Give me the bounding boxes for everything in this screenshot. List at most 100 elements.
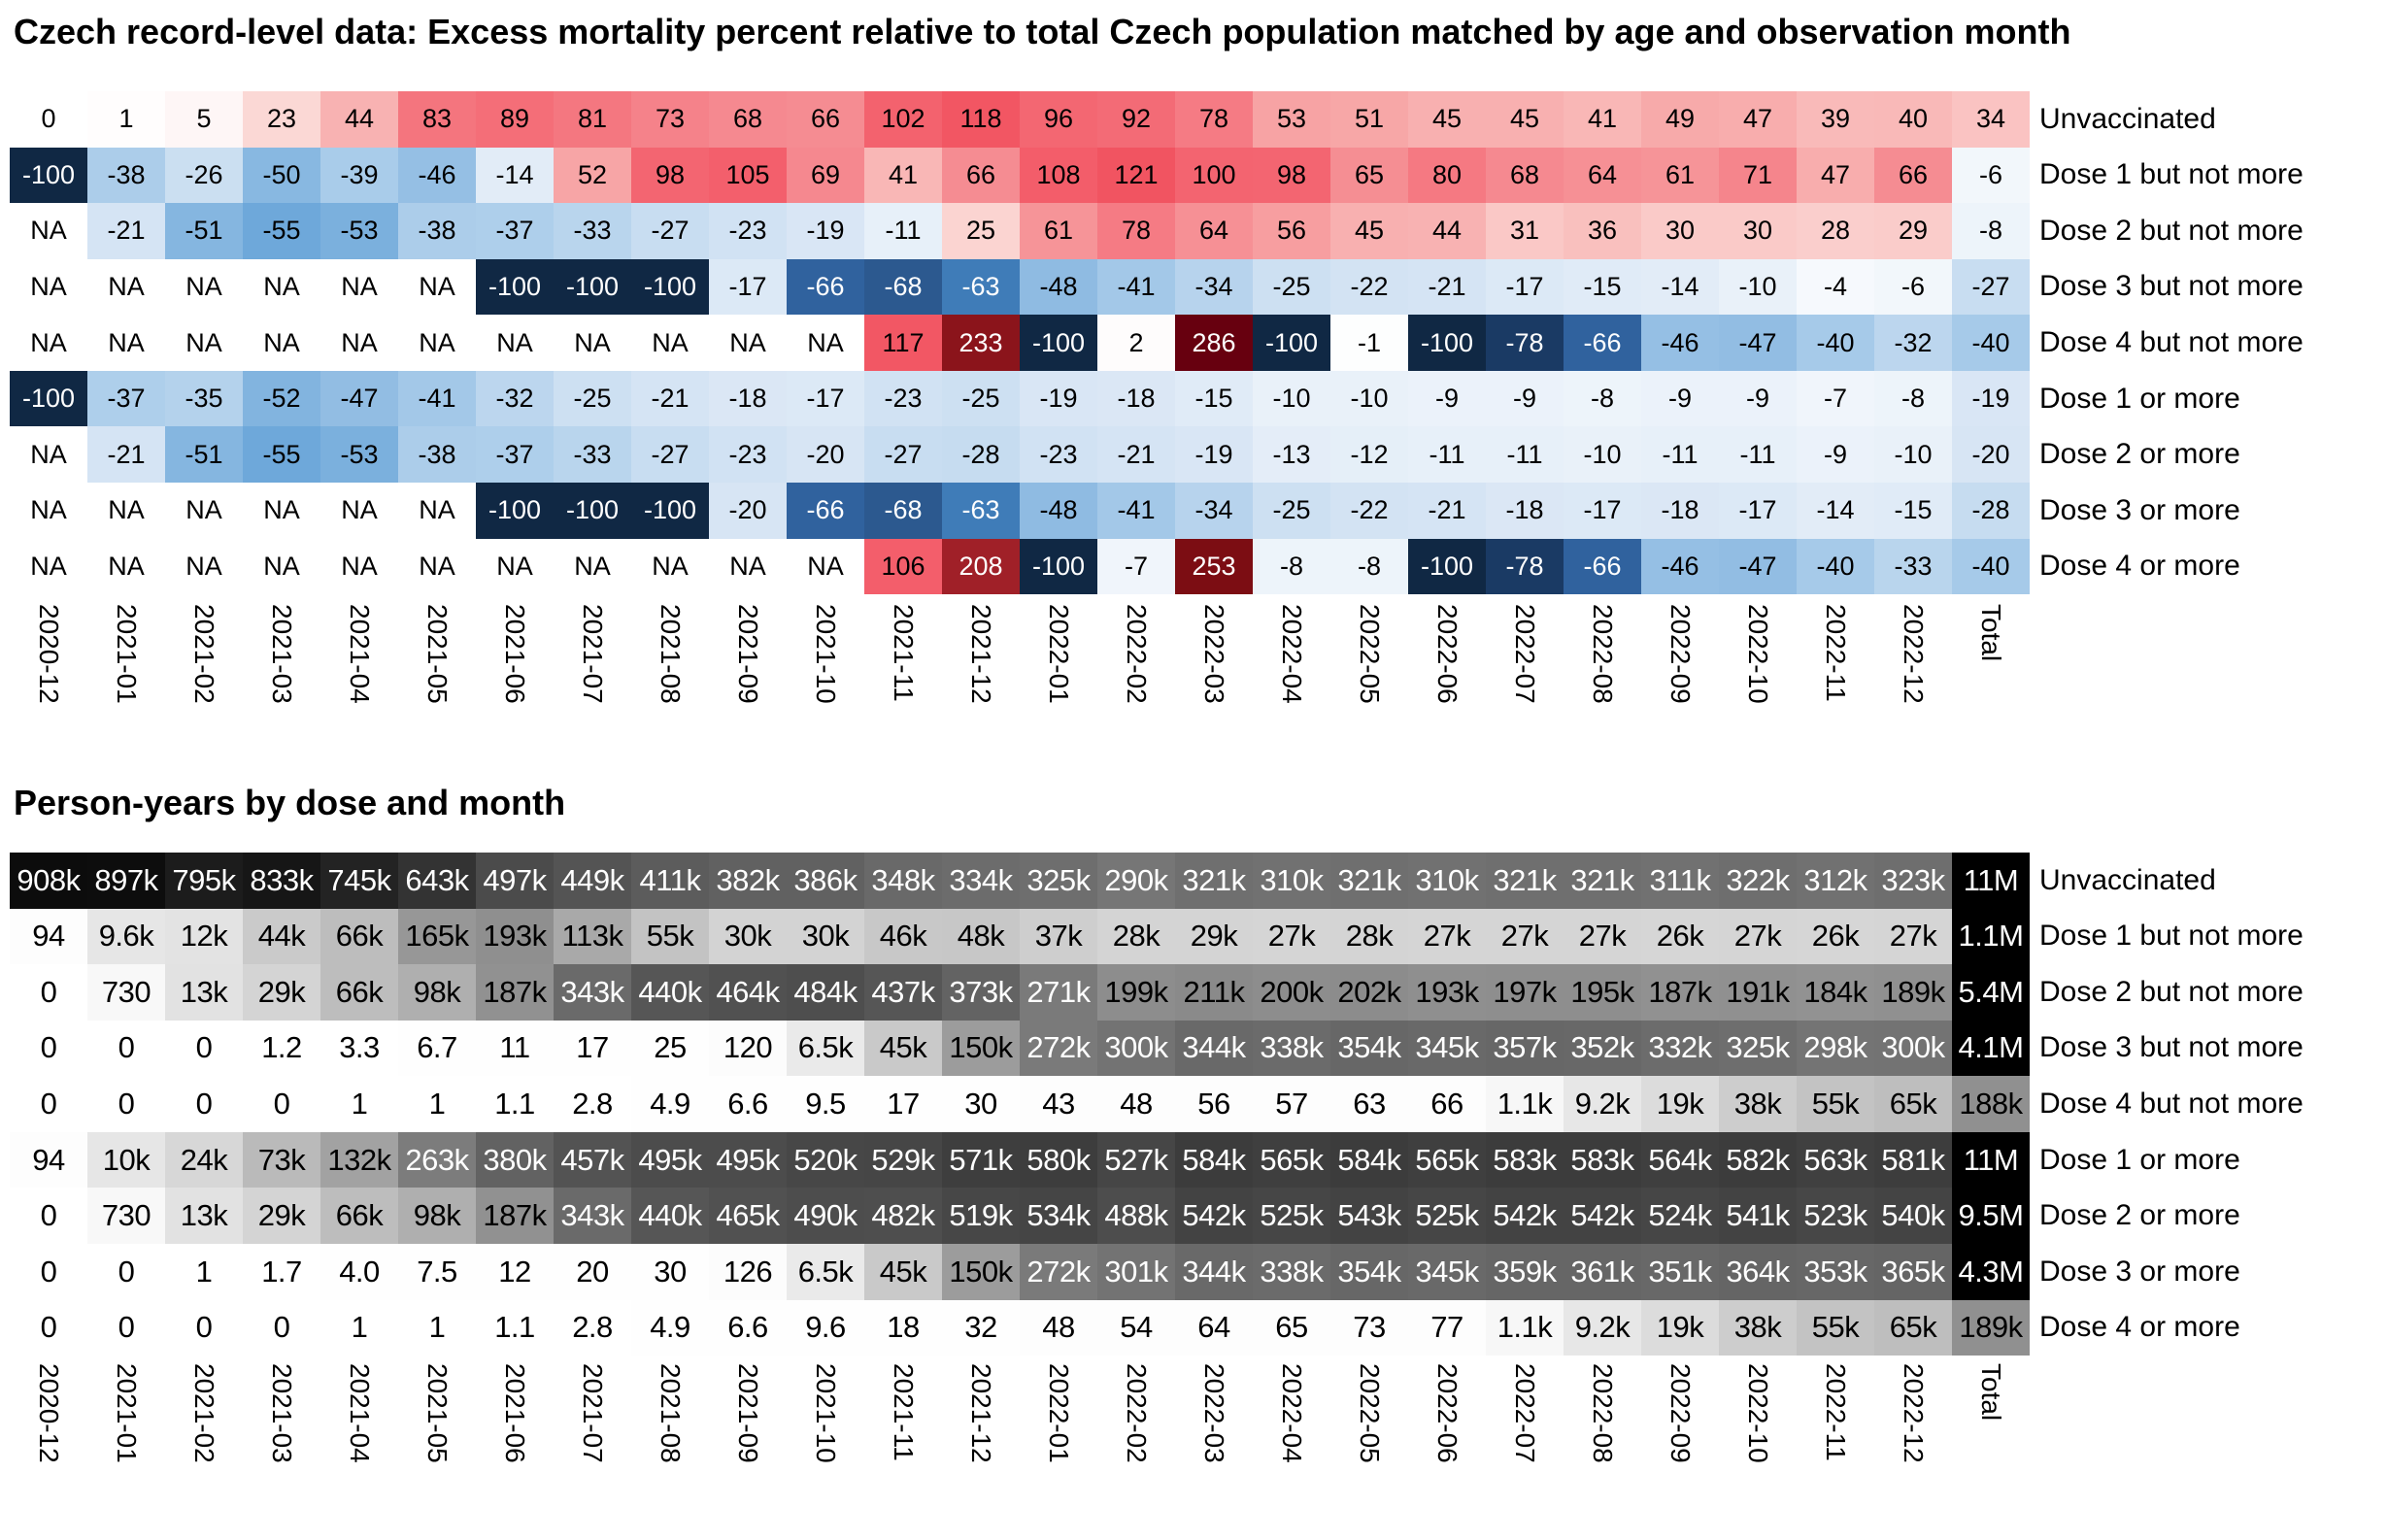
heatmap-cell: -34 xyxy=(1175,482,1253,539)
heatmap-cell: 202k xyxy=(1330,964,1408,1021)
heatmap-cell: -17 xyxy=(709,258,787,316)
heatmap-cell: 584k xyxy=(1330,1131,1408,1188)
heatmap-cell: -1 xyxy=(1330,315,1408,371)
heatmap-cell: -46 xyxy=(398,147,476,204)
heatmap-cell: 0 xyxy=(165,1299,243,1356)
heatmap-cell: -27 xyxy=(631,426,709,483)
month-label: 2021-11 xyxy=(864,1363,942,1528)
month-label-text: Total xyxy=(1976,604,2006,662)
heatmap-cell: -8 xyxy=(1564,370,1641,427)
heatmap-cell: 565k xyxy=(1253,1131,1330,1188)
heatmap-cell: -66 xyxy=(787,258,864,316)
heatmap-cell: 9.5 xyxy=(787,1076,864,1132)
heatmap-row: -100 -38 -26 -50 -39 -46 -14 52 98 105 69 41 66 108 12… xyxy=(10,147,2030,204)
heatmap-cell: 334k xyxy=(942,853,1020,909)
heatmap-cell: 440k xyxy=(631,964,709,1021)
heatmap-cell: 353k xyxy=(1797,1243,1874,1300)
heatmap-cell: 2.8 xyxy=(554,1076,631,1132)
heatmap-cell: 77 xyxy=(1408,1299,1486,1356)
heatmap-cell: NA xyxy=(320,315,398,371)
month-label: 2021-10 xyxy=(787,1363,864,1528)
month-label-text: 2021-03 xyxy=(267,1363,297,1463)
heatmap-cell: -18 xyxy=(1097,370,1175,427)
heatmap-cell: NA xyxy=(243,538,320,595)
heatmap-cell: -53 xyxy=(320,426,398,483)
month-label: 2022-08 xyxy=(1564,604,1641,769)
heatmap-cell: 27k xyxy=(1408,908,1486,965)
month-label-text: 2022-11 xyxy=(1821,604,1851,702)
heatmap-cell: -48 xyxy=(1020,258,1097,316)
heatmap-cell: 542k xyxy=(1175,1188,1253,1244)
month-label: 2022-08 xyxy=(1564,1363,1641,1528)
heatmap-cell: 94 xyxy=(10,1131,87,1188)
month-label: 2021-05 xyxy=(398,1363,476,1528)
heatmap-cell: 73 xyxy=(1330,1299,1408,1356)
month-label: 2022-01 xyxy=(1020,1363,1097,1528)
heatmap-cell: 66 xyxy=(1874,147,1952,204)
heatmap-cell: -22 xyxy=(1330,258,1408,316)
heatmap-cell: -66 xyxy=(787,482,864,539)
heatmap-cell: 98k xyxy=(398,964,476,1021)
heatmap-cell: 484k xyxy=(787,964,864,1021)
heatmap-cell: 126 xyxy=(709,1243,787,1300)
heatmap-cell: 0 xyxy=(10,1076,87,1132)
heatmap-cell: 66 xyxy=(787,91,864,148)
heatmap-cell: 6.7 xyxy=(398,1020,476,1077)
heatmap-cell: 437k xyxy=(864,964,942,1021)
month-label: 2022-07 xyxy=(1486,604,1564,769)
heatmap-cell: 520k xyxy=(787,1131,864,1188)
row-label: Unvaccinated xyxy=(2039,102,2216,135)
heatmap-cell: 2.8 xyxy=(554,1299,631,1356)
row-label: Dose 4 or more xyxy=(2039,550,2240,583)
heatmap-cell: 28k xyxy=(1097,908,1175,965)
heatmap-cell: 582k xyxy=(1719,1131,1797,1188)
heatmap-cell: -11 xyxy=(1641,426,1719,483)
heatmap-cell: 68 xyxy=(709,91,787,148)
month-label-text: 2022-02 xyxy=(1122,1363,1152,1463)
heatmap-cell: 106 xyxy=(864,538,942,595)
month-label-text: 2021-12 xyxy=(966,1363,996,1463)
month-label-text: 2021-09 xyxy=(733,604,763,704)
heatmap-cell: -51 xyxy=(165,426,243,483)
heatmap-cell: 80 xyxy=(1408,147,1486,204)
heatmap-cell: -33 xyxy=(1874,538,1952,595)
heatmap-cell: -14 xyxy=(476,147,554,204)
heatmap-cell: 0 xyxy=(10,91,87,148)
row-label: Dose 2 but not more xyxy=(2039,214,2304,247)
heatmap-cell: -68 xyxy=(864,482,942,539)
heatmap-cell: 311k xyxy=(1641,853,1719,909)
excess-mortality-row-labels: Unvaccinated Dose 1 but not more Dose 2 bu… xyxy=(2039,91,2304,594)
heatmap-cell: 39 xyxy=(1797,91,1874,148)
month-label: 2020-12 xyxy=(10,604,87,769)
month-label: Total xyxy=(1952,1363,2030,1528)
row-label: Dose 1 or more xyxy=(2039,382,2240,415)
month-label: 2021-07 xyxy=(554,1363,631,1528)
month-label: 2022-10 xyxy=(1719,604,1797,769)
heatmap-cell: -20 xyxy=(709,482,787,539)
heatmap-cell: 290k xyxy=(1097,853,1175,909)
heatmap-cell: -66 xyxy=(1564,538,1641,595)
heatmap-cell: 199k xyxy=(1097,964,1175,1021)
heatmap-cell: -41 xyxy=(1097,482,1175,539)
heatmap-cell: -21 xyxy=(1408,258,1486,316)
month-label-text: 2021-02 xyxy=(189,604,219,704)
month-label-text: 2022-11 xyxy=(1821,1363,1851,1461)
heatmap-cell: 64 xyxy=(1175,1299,1253,1356)
heatmap-cell: 189k xyxy=(1874,964,1952,1021)
heatmap-cell: -25 xyxy=(1253,258,1330,316)
heatmap-cell: NA xyxy=(87,315,165,371)
heatmap-cell: -33 xyxy=(554,426,631,483)
heatmap-cell: 200k xyxy=(1253,964,1330,1021)
heatmap-cell: 9.6k xyxy=(87,908,165,965)
heatmap-cell: 44k xyxy=(243,908,320,965)
heatmap-cell: 0 xyxy=(87,1243,165,1300)
heatmap-cell: 211k xyxy=(1175,964,1253,1021)
heatmap-cell: -11 xyxy=(1719,426,1797,483)
month-label: 2021-02 xyxy=(165,604,243,769)
heatmap-cell: 495k xyxy=(631,1131,709,1188)
heatmap-cell: NA xyxy=(87,538,165,595)
heatmap-cell: -41 xyxy=(398,370,476,427)
heatmap-cell: 490k xyxy=(787,1188,864,1244)
heatmap-cell: 1 xyxy=(165,1243,243,1300)
heatmap-cell: 132k xyxy=(320,1131,398,1188)
